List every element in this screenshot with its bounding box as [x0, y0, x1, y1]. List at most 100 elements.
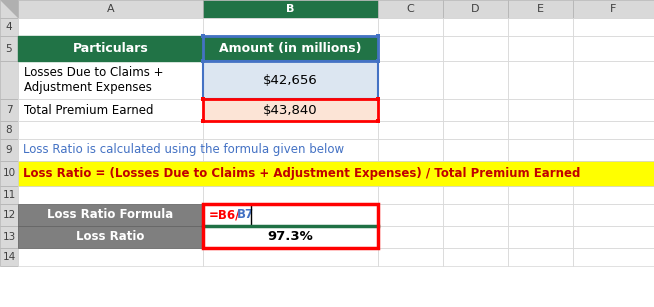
Bar [18, 61, 203, 99]
Bar [443, 61, 508, 99]
Text: 97.3%: 97.3% [267, 231, 313, 243]
Bar [508, 36, 573, 61]
Bar [203, 139, 378, 161]
Bar [443, 139, 508, 161]
Bar [203, 204, 378, 226]
Bar [203, 204, 378, 248]
Bar [0, 0, 18, 18]
Text: Amount (in millions): Amount (in millions) [219, 42, 362, 55]
Bar [203, 99, 378, 121]
Bar [18, 248, 203, 266]
Bar [573, 36, 654, 61]
Bar [0, 139, 18, 161]
Bar [378, 18, 443, 36]
Bar [203, 226, 378, 248]
Bar [203, 186, 378, 204]
Bar [508, 204, 573, 226]
Text: 14: 14 [3, 252, 16, 262]
Bar [443, 186, 508, 204]
Bar [18, 204, 203, 226]
Bar [376, 34, 380, 38]
Bar [443, 121, 508, 139]
Bar [573, 226, 654, 248]
Bar [573, 204, 654, 226]
Bar [573, 139, 654, 161]
Text: Particulars: Particulars [73, 42, 148, 55]
Text: 12: 12 [3, 210, 16, 220]
Text: 7: 7 [6, 105, 12, 115]
Bar [378, 248, 443, 266]
Text: C: C [407, 4, 415, 14]
Text: A: A [107, 4, 114, 14]
Bar [0, 99, 18, 121]
Text: B: B [286, 4, 295, 14]
Bar [378, 61, 443, 99]
Bar [0, 18, 18, 36]
Bar [378, 139, 443, 161]
Bar [508, 226, 573, 248]
Bar [378, 186, 443, 204]
Text: F: F [610, 4, 617, 14]
Text: =B6/: =B6/ [209, 208, 241, 221]
Bar [0, 121, 18, 139]
Text: Loss Ratio Formula: Loss Ratio Formula [47, 208, 173, 221]
Bar [508, 99, 573, 121]
Bar [573, 99, 654, 121]
Text: 4: 4 [6, 22, 12, 32]
Bar [18, 121, 203, 139]
Bar [378, 0, 443, 18]
Text: Loss Ratio = (Losses Due to Claims + Adjustment Expenses) / Total Premium Earned: Loss Ratio = (Losses Due to Claims + Adj… [23, 167, 580, 180]
Text: 5: 5 [6, 44, 12, 53]
Text: Losses Due to Claims +: Losses Due to Claims + [24, 67, 164, 80]
Bar [18, 99, 203, 121]
Text: 11: 11 [3, 190, 16, 200]
Text: B7: B7 [237, 208, 254, 221]
Text: $43,840: $43,840 [263, 103, 318, 116]
Text: Adjustment Expenses: Adjustment Expenses [24, 80, 152, 94]
Bar [203, 36, 378, 61]
Text: Total Premium Earned: Total Premium Earned [24, 103, 154, 116]
Bar [443, 161, 508, 186]
Text: $42,656: $42,656 [263, 73, 318, 87]
Text: Loss Ratio is calculated using the formula given below: Loss Ratio is calculated using the formu… [23, 143, 344, 157]
Bar [508, 61, 573, 99]
Bar [0, 248, 18, 266]
Bar [508, 18, 573, 36]
Bar [376, 97, 380, 101]
Bar [201, 97, 205, 101]
Bar [203, 248, 378, 266]
Bar [376, 59, 380, 63]
Bar [203, 18, 378, 36]
Text: Loss Ratio: Loss Ratio [77, 231, 145, 243]
Bar [573, 161, 654, 186]
Bar [201, 59, 205, 63]
Bar [443, 36, 508, 61]
Bar [443, 204, 508, 226]
Bar [443, 0, 508, 18]
Bar [508, 186, 573, 204]
Bar [378, 226, 443, 248]
Bar [18, 186, 203, 204]
Bar [508, 139, 573, 161]
Bar [203, 61, 378, 99]
Bar [376, 119, 380, 123]
Bar [443, 18, 508, 36]
Bar [378, 99, 443, 121]
Bar [0, 186, 18, 204]
Bar [443, 248, 508, 266]
Bar [443, 226, 508, 248]
Bar [18, 226, 203, 248]
Text: 9: 9 [6, 145, 12, 155]
Bar [18, 0, 203, 18]
Bar [378, 121, 443, 139]
Bar [378, 161, 443, 186]
Bar [508, 161, 573, 186]
Bar [18, 139, 203, 161]
Text: D: D [472, 4, 480, 14]
Polygon shape [0, 0, 18, 18]
Bar [0, 226, 18, 248]
Bar [203, 99, 378, 121]
Bar [508, 248, 573, 266]
Bar [18, 36, 203, 61]
Bar [203, 36, 378, 61]
